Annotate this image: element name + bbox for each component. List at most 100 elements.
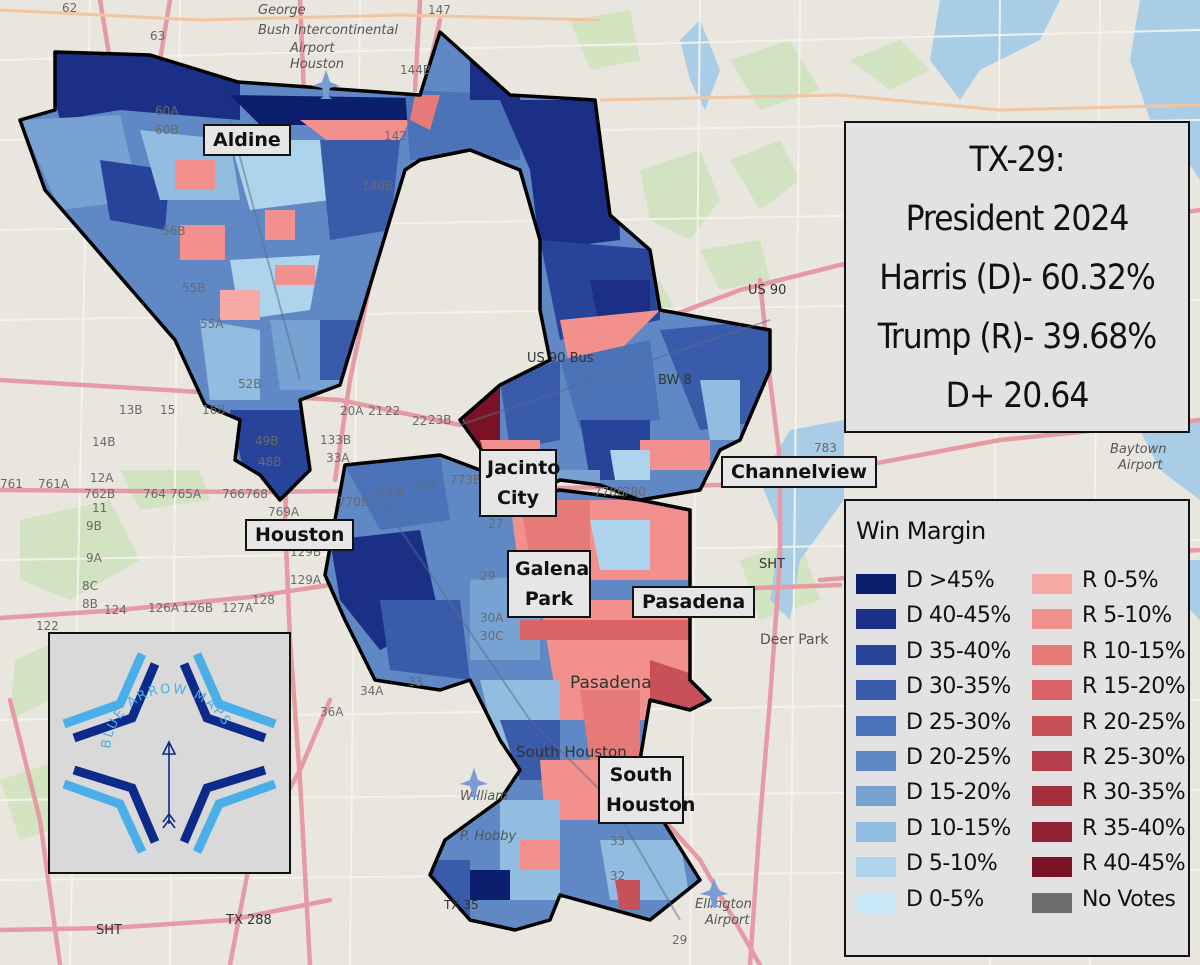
svg-text:23B: 23B — [428, 413, 452, 427]
svg-text:126A: 126A — [148, 601, 180, 615]
svg-text:62: 62 — [62, 1, 77, 15]
legend-swatch — [1032, 821, 1072, 842]
legend-swatch — [856, 715, 896, 736]
svg-text:55A: 55A — [200, 317, 224, 331]
svg-text:9B: 9B — [86, 519, 102, 533]
svg-text:761: 761 — [0, 477, 23, 491]
results-title-box: TX-29: President 2024 Harris (D)- 60.32%… — [844, 121, 1190, 433]
svg-text:US 90: US 90 — [748, 283, 786, 298]
legend-label: D 40-45% — [906, 603, 1011, 629]
legend-label: R 0-5% — [1082, 568, 1159, 593]
svg-text:63: 63 — [150, 29, 165, 43]
legend-swatch — [1032, 680, 1072, 701]
legend-label: D 25-30% — [906, 709, 1011, 735]
svg-text:21: 21 — [368, 404, 383, 418]
legend-swatch — [1032, 715, 1072, 736]
svg-text:Houston: Houston — [290, 57, 344, 72]
place-label-houston: Houston — [245, 519, 355, 551]
svg-text:Airport: Airport — [1117, 458, 1163, 473]
svg-text:BW 8: BW 8 — [658, 373, 692, 388]
svg-text:22: 22 — [412, 414, 427, 428]
place-label-jacinto-city: Jacinto City — [479, 449, 560, 517]
svg-text:30A: 30A — [480, 611, 504, 625]
logo: BLUE ARROW MAPS — [48, 632, 291, 874]
legend-label: D 35-40% — [906, 638, 1011, 664]
svg-text:49B: 49B — [255, 434, 279, 448]
svg-text:768: 768 — [245, 487, 268, 501]
airport-icon — [312, 70, 728, 907]
legend: Win Margin D >45% D 40-45% D 35-40% D 30-35… — [844, 499, 1190, 957]
legend-label: D 5-10% — [906, 851, 998, 877]
legend-swatch — [1032, 574, 1072, 594]
svg-text:122: 122 — [36, 619, 59, 633]
legend-title: Win Margin — [856, 517, 986, 545]
legend-label: D 30-35% — [906, 674, 1011, 700]
legend-swatch — [856, 857, 896, 878]
district-title: TX-29: — [969, 140, 1065, 180]
legend-swatch — [856, 821, 896, 842]
place-label-aldine: Aldine — [203, 124, 291, 156]
legend-swatch — [856, 574, 896, 594]
place-label-south-houston: South Houston — [598, 756, 695, 824]
svg-text:761A: 761A — [38, 477, 70, 491]
svg-text:29: 29 — [480, 569, 495, 583]
place-label-pasadena: Pasadena — [632, 586, 756, 618]
svg-text:Ellington: Ellington — [695, 897, 752, 912]
legend-swatch — [1032, 750, 1072, 771]
svg-text:771B: 771B — [371, 485, 402, 499]
legend-label: R 25-30% — [1082, 744, 1186, 770]
trump-result: Trump (R)- 39.68% — [877, 317, 1158, 357]
svg-text:Baytown: Baytown — [1110, 442, 1167, 457]
svg-text:769A: 769A — [268, 505, 300, 519]
svg-text:765A: 765A — [170, 487, 202, 501]
legend-label: R 5-10% — [1082, 603, 1172, 629]
legend-swatch — [856, 750, 896, 771]
legend-swatch — [1032, 892, 1072, 913]
race-title: President 2024 — [905, 199, 1130, 239]
svg-text:126B: 126B — [182, 601, 213, 615]
legend-swatch — [856, 680, 896, 701]
svg-text:128: 128 — [252, 593, 275, 607]
svg-text:27: 27 — [488, 517, 503, 531]
svg-text:8B: 8B — [82, 597, 98, 611]
svg-text:36A: 36A — [320, 705, 344, 719]
legend-label: D 15-20% — [906, 780, 1011, 806]
svg-text:Deer Park: Deer Park — [760, 632, 829, 648]
svg-text:762B: 762B — [84, 487, 115, 501]
legend-label: R 40-45% — [1082, 851, 1186, 877]
svg-text:SHT: SHT — [759, 557, 785, 572]
legend-label: D 0-5% — [906, 886, 984, 912]
svg-text:Pasadena: Pasadena — [570, 673, 652, 693]
legend-swatch — [856, 609, 896, 630]
svg-text:147: 147 — [428, 3, 451, 17]
svg-text:773B: 773B — [450, 473, 481, 487]
svg-text:32: 32 — [610, 869, 625, 883]
svg-text:33A: 33A — [326, 451, 350, 465]
svg-text:142: 142 — [384, 129, 407, 143]
svg-text:8C: 8C — [82, 579, 98, 593]
legend-label: R 15-20% — [1082, 674, 1186, 700]
legend-label: D >45% — [906, 568, 995, 593]
svg-text:33: 33 — [610, 834, 625, 848]
svg-text:20A: 20A — [340, 404, 364, 418]
svg-text:783: 783 — [814, 441, 837, 455]
svg-text:13B: 13B — [119, 403, 143, 417]
svg-text:Airport: Airport — [289, 41, 335, 56]
legend-label: No Votes — [1082, 886, 1176, 912]
svg-text:766: 766 — [222, 487, 245, 501]
svg-text:34A: 34A — [360, 684, 384, 698]
svg-text:124: 124 — [104, 603, 127, 617]
place-label-galena-park: Galena Park — [507, 550, 591, 618]
legend-label: D 10-15% — [906, 815, 1011, 841]
legend-label: R 20-25% — [1082, 709, 1186, 735]
svg-text:29: 29 — [672, 933, 687, 947]
svg-text:TX 35: TX 35 — [443, 898, 479, 912]
svg-text:778B: 778B — [594, 485, 625, 499]
svg-text:764: 764 — [143, 487, 166, 501]
svg-text:33: 33 — [408, 675, 423, 689]
svg-text:9A: 9A — [86, 551, 103, 565]
svg-text:P. Hobby: P. Hobby — [460, 829, 517, 844]
legend-swatch — [1032, 857, 1072, 878]
margin-result: D+ 20.64 — [945, 376, 1090, 416]
south-houston-text: South Houston — [606, 764, 696, 816]
